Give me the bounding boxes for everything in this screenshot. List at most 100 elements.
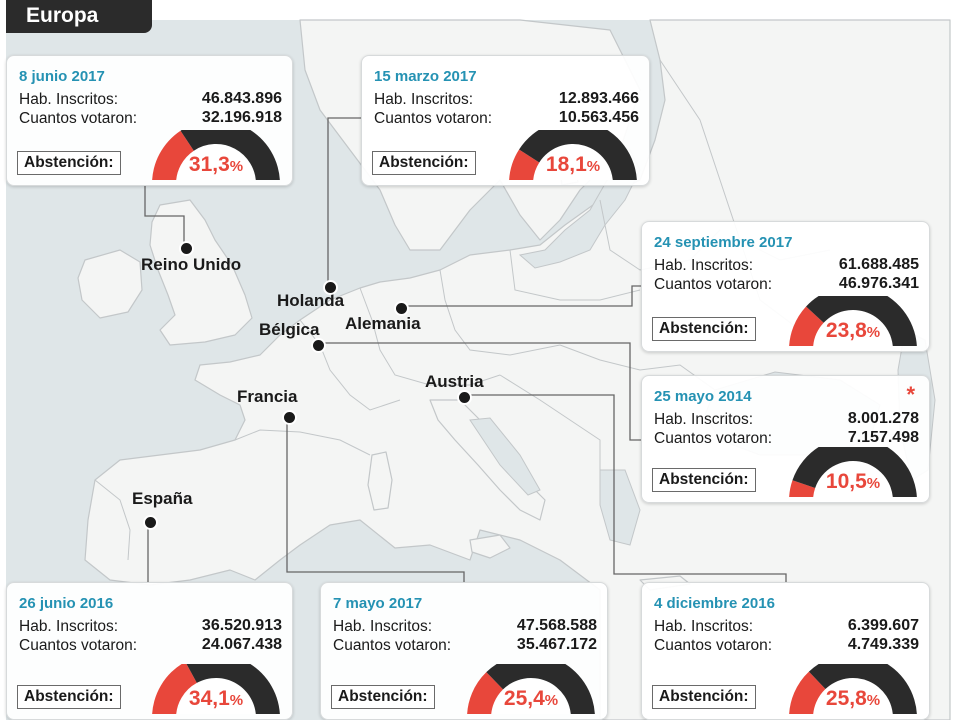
card-date: 26 junio 2016 <box>19 595 114 612</box>
card-date: 25 mayo 2014 <box>654 388 752 405</box>
connector-holanda <box>327 117 361 285</box>
gauge-arc <box>789 654 917 718</box>
gauge-center <box>492 679 570 718</box>
abstencion-unit: % <box>866 324 881 341</box>
card-alemania: 24 septiembre 2017 Hab. Inscritos: 61.688.… <box>641 221 930 352</box>
dot-alemania <box>393 300 409 316</box>
gauge-rest-segment <box>486 654 595 718</box>
gauge-arc <box>152 120 280 184</box>
gauge-rest-segment <box>808 654 917 718</box>
abstencion-gauge: 34,1% <box>150 654 282 718</box>
continent-landmass <box>84 19 951 720</box>
abstencion-unit: % <box>229 692 244 709</box>
abstencion-value: 34,1 <box>188 687 230 710</box>
inscritos-value: 36.520.913 <box>201 617 282 634</box>
label-holanda: Holanda <box>277 291 345 310</box>
gauge-abstencion-segment <box>789 480 816 501</box>
abstencion-label: Abstención: <box>652 317 756 341</box>
gauge-arc <box>467 654 595 718</box>
label-alemania: Alemania <box>345 314 421 333</box>
gauge-rest-segment <box>519 120 637 184</box>
inscritos-label: Hab. Inscritos: <box>654 257 754 274</box>
abstencion-label: Abstención: <box>372 151 476 175</box>
gauge-rest-segment <box>185 654 280 718</box>
abstencion-gauge: 23,8% <box>787 286 919 350</box>
abstencion-label: Abstención: <box>652 468 756 492</box>
gauge-center <box>814 679 892 718</box>
abstencion-percent: 18,1% <box>507 153 639 177</box>
connector-francia <box>286 415 465 582</box>
abstencion-percent: 25,8% <box>787 687 919 711</box>
inscritos-value: 8.001.278 <box>847 410 919 427</box>
votaron-label: Cuantos votaron: <box>333 637 452 654</box>
inscritos-label: Hab. Inscritos: <box>654 618 754 635</box>
card-francia: 7 mayo 2017 Hab. Inscritos: 47.568.588 Cuan… <box>320 582 608 720</box>
label-reino-unido: Reino Unido <box>141 255 242 274</box>
abstencion-gauge: 10,5% <box>787 437 919 501</box>
votaron-value: 10.563.456 <box>558 109 639 126</box>
label-belgica: Bélgica <box>259 320 320 339</box>
abstencion-unit: % <box>586 158 601 175</box>
votaron-value: 24.067.438 <box>201 636 282 653</box>
connector-austria <box>462 394 787 582</box>
abstencion-label: Abstención: <box>17 151 121 175</box>
votaron-label: Cuantos votaron: <box>19 110 138 127</box>
abstencion-value: 31,3 <box>188 153 230 176</box>
abstencion-percent: 25,4% <box>465 687 597 711</box>
card-date: 8 junio 2017 <box>19 68 105 85</box>
adriatic-sea <box>469 417 541 496</box>
dot-francia <box>281 409 297 425</box>
inscritos-value: 46.843.896 <box>201 90 282 107</box>
gauge-abstencion-segment <box>152 130 194 184</box>
abstencion-unit: % <box>544 692 559 709</box>
asterisk-note: * <box>906 382 915 407</box>
abstencion-gauge: 25,8% <box>787 654 919 718</box>
votaron-label: Cuantos votaron: <box>374 110 493 127</box>
inscritos-value: 12.893.466 <box>558 90 639 107</box>
votaron-value: 35.467.172 <box>516 636 597 653</box>
abstencion-percent: 23,8% <box>787 319 919 343</box>
abstencion-value: 10,5 <box>825 470 867 493</box>
gauge-rest-segment <box>806 286 917 350</box>
votaron-label: Cuantos votaron: <box>654 276 773 293</box>
card-espana: 26 junio 2016 Hab. Inscritos: 36.520.913 Cu… <box>6 582 293 720</box>
inscritos-value: 6.399.607 <box>847 617 919 634</box>
gauge-arc <box>509 120 637 184</box>
gauge-arc <box>789 286 917 350</box>
connector-belgica <box>316 342 641 441</box>
gauge-arc <box>789 437 917 501</box>
label-austria: Austria <box>425 372 484 391</box>
gauge-center <box>177 145 255 184</box>
connector-alemania <box>399 285 641 307</box>
sardinia-landmass <box>367 451 393 511</box>
gauge-center <box>177 679 255 718</box>
card-date: 4 diciembre 2016 <box>654 595 775 612</box>
dot-reino-unido <box>178 240 194 256</box>
gauge-abstencion-segment <box>509 149 540 184</box>
sicily-landmass <box>469 534 511 559</box>
dot-belgica <box>310 337 326 353</box>
votaron-label: Cuantos votaron: <box>654 430 773 447</box>
label-francia: Francia <box>237 387 298 406</box>
inscritos-label: Hab. Inscritos: <box>374 91 474 108</box>
map-title: Europa <box>6 0 152 33</box>
abstencion-value: 25,8 <box>825 687 867 710</box>
inscritos-value: 47.568.588 <box>516 617 597 634</box>
abstencion-gauge: 25,4% <box>465 654 597 718</box>
abstencion-unit: % <box>229 158 244 175</box>
votaron-value: 7.157.498 <box>847 429 919 446</box>
card-date: 24 septiembre 2017 <box>654 234 793 251</box>
gauge-center <box>814 462 892 501</box>
dot-holanda <box>322 279 338 295</box>
inscritos-label: Hab. Inscritos: <box>19 91 119 108</box>
gauge-center <box>814 311 892 350</box>
label-espana: España <box>132 489 193 508</box>
connector-reino-unido <box>144 186 185 246</box>
abstencion-gauge: 31,3% <box>150 120 282 184</box>
card-holanda: 15 marzo 2017 Hab. Inscritos: 12.893.466 Cu… <box>361 55 650 186</box>
card-austria: 4 diciembre 2016 Hab. Inscritos: 6.399.607… <box>641 582 930 720</box>
abstencion-label: Abstención: <box>331 685 435 709</box>
inscritos-label: Hab. Inscritos: <box>19 618 119 635</box>
great-britain-landmass <box>149 199 253 346</box>
